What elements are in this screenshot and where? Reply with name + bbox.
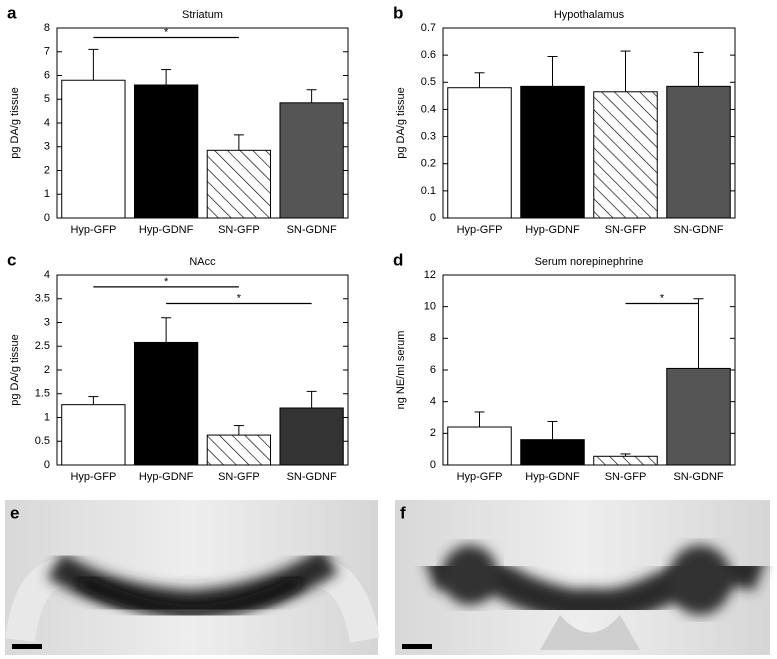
plot-frame: [442, 27, 736, 219]
y-tick-label: 7: [44, 46, 50, 58]
y-tick-label: 1: [44, 188, 50, 200]
y-tick-label: 3: [44, 141, 50, 153]
bar: [206, 434, 272, 466]
y-axis-label: pg DA/g tissue: [395, 87, 407, 159]
y-tick-label: 2: [430, 427, 436, 439]
y-tick-label: 0.4: [421, 103, 436, 115]
y-tick-label: 4: [44, 117, 50, 129]
x-tick-label: SN-GDNF: [673, 471, 723, 483]
significance-label: *: [237, 292, 242, 304]
x-tick-label: SN-GDNF: [287, 224, 337, 236]
panel-letter: b: [393, 3, 403, 22]
x-tick-label: SN-GFP: [218, 224, 260, 236]
bar: [666, 85, 731, 219]
bar: [520, 85, 585, 219]
bar: [666, 367, 731, 466]
micrograph-e: [5, 500, 380, 655]
y-tick-label: 3.5: [35, 293, 50, 305]
y-tick-label: 0: [44, 212, 50, 224]
y-tick-label: 3: [44, 316, 50, 328]
significance-label: *: [164, 276, 169, 288]
chart-title: Serum norepinephrine: [535, 256, 644, 268]
x-tick-label: Hyp-GDNF: [139, 471, 194, 483]
y-tick-label: 0.5: [35, 435, 50, 447]
bar: [520, 439, 585, 466]
micrograph-f: [395, 500, 770, 655]
panel-letter: c: [7, 250, 16, 269]
x-tick-label: SN-GDNF: [673, 224, 723, 236]
y-tick-label: 2.5: [35, 340, 50, 352]
bar: [447, 426, 512, 466]
x-tick-label: SN-GFP: [605, 471, 647, 483]
panel-letter: e: [10, 503, 19, 522]
y-axis-label: pg DA/g tissue: [9, 87, 21, 159]
y-tick-label: 2: [44, 164, 50, 176]
y-tick-label: 0.1: [421, 185, 436, 197]
y-tick-label: 0: [44, 459, 50, 471]
y-axis-label: ng NE/ml serum: [395, 331, 407, 410]
y-tick-label: 0.7: [421, 22, 436, 34]
y-tick-label: 0.5: [421, 76, 436, 88]
plot-frame: [442, 274, 736, 466]
y-tick-label: 0.3: [421, 130, 436, 142]
bar: [279, 102, 344, 219]
y-tick-label: 6: [44, 69, 50, 81]
y-axis-label: pg DA/g tissue: [9, 334, 21, 406]
bar: [206, 149, 272, 219]
bar: [593, 455, 658, 466]
y-tick-label: 4: [44, 269, 50, 281]
x-tick-label: SN-GFP: [218, 471, 260, 483]
y-tick-label: 10: [424, 301, 436, 313]
y-tick-label: 12: [424, 269, 436, 281]
y-tick-label: 1.5: [35, 388, 50, 400]
x-tick-label: Hyp-GDNF: [525, 471, 580, 483]
x-tick-label: Hyp-GFP: [70, 471, 116, 483]
bar: [133, 84, 199, 219]
x-tick-label: Hyp-GFP: [457, 224, 503, 236]
bar: [279, 407, 344, 466]
plot-frame: [56, 274, 349, 466]
y-tick-label: 0: [430, 459, 436, 471]
bar: [61, 404, 126, 466]
x-tick-label: Hyp-GFP: [70, 224, 116, 236]
x-tick-label: Hyp-GFP: [457, 471, 503, 483]
chart-title: Striatum: [182, 9, 223, 21]
y-tick-label: 4: [430, 396, 436, 408]
y-tick-label: 8: [44, 22, 50, 34]
y-tick-label: 6: [430, 364, 436, 376]
y-tick-label: 0: [430, 212, 436, 224]
plot-frame: [56, 27, 349, 219]
bar: [593, 91, 658, 219]
significance-label: *: [164, 26, 169, 38]
bar: [61, 79, 126, 219]
significance-label: *: [660, 292, 665, 304]
y-tick-label: 2: [44, 364, 50, 376]
x-tick-label: Hyp-GDNF: [139, 224, 194, 236]
y-tick-label: 0.6: [421, 49, 436, 61]
bar: [447, 87, 512, 219]
y-tick-label: 1: [44, 411, 50, 423]
panel-letter: f: [400, 503, 406, 522]
x-tick-label: SN-GDNF: [287, 471, 337, 483]
chart-title: Hypothalamus: [554, 9, 625, 21]
x-tick-label: SN-GFP: [605, 224, 647, 236]
y-tick-label: 0.2: [421, 158, 436, 170]
bar: [133, 341, 199, 466]
chart-title: NAcc: [189, 256, 216, 268]
x-tick-label: Hyp-GDNF: [525, 224, 580, 236]
panel-letter: a: [7, 3, 17, 22]
y-tick-label: 5: [44, 93, 50, 105]
panel-letter: d: [393, 250, 403, 269]
y-tick-label: 8: [430, 332, 436, 344]
